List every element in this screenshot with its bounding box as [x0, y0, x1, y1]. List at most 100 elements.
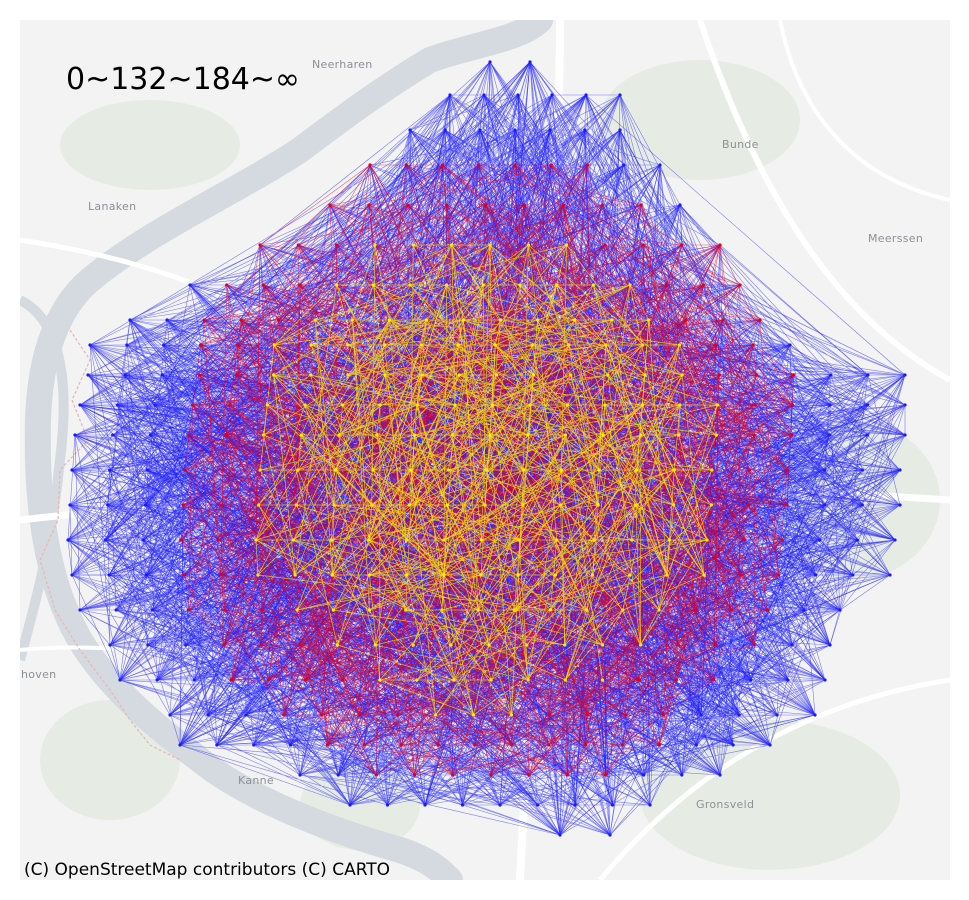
network-node: [488, 433, 492, 437]
network-node: [628, 573, 632, 577]
network-node: [622, 163, 626, 167]
network-node: [367, 538, 371, 542]
network-node: [526, 243, 530, 247]
network-node: [493, 343, 497, 347]
network-node: [436, 743, 440, 747]
network-node: [693, 608, 697, 612]
network-node: [678, 203, 682, 207]
place-lanaken: Lanaken: [88, 200, 136, 213]
network-node: [791, 373, 796, 377]
network-node: [865, 403, 870, 407]
network-node: [408, 128, 412, 132]
network-node: [482, 93, 486, 97]
network-node: [532, 373, 536, 377]
network-node: [186, 433, 190, 437]
network-node: [479, 573, 483, 577]
network-node: [597, 468, 601, 472]
network-node: [606, 373, 610, 377]
network-node: [471, 713, 476, 717]
network-node: [536, 318, 540, 322]
map-panel[interactable]: Neerharen Bunde Lanaken Meerssen hoven K…: [20, 20, 950, 880]
network-node: [530, 343, 534, 347]
network-node: [489, 773, 493, 777]
network-node: [547, 713, 552, 717]
network-node: [521, 503, 525, 507]
network-node: [337, 433, 341, 437]
network-node: [674, 678, 679, 682]
network-node: [405, 573, 409, 577]
network-node: [244, 713, 248, 717]
network-node: [822, 503, 827, 507]
network-node: [371, 468, 375, 472]
network-node: [424, 318, 429, 322]
network-node: [433, 713, 438, 717]
network-node: [583, 128, 587, 132]
network-node: [600, 203, 604, 207]
network-node: [608, 833, 612, 837]
network-node: [188, 283, 192, 287]
network-node: [548, 128, 552, 132]
network-node: [747, 503, 751, 507]
network-node: [584, 743, 588, 747]
network-node: [780, 538, 784, 542]
network-node: [661, 713, 665, 717]
network-node: [294, 503, 298, 507]
network-node: [409, 468, 413, 472]
network-node: [362, 743, 366, 747]
network-node: [481, 283, 485, 287]
network-node: [634, 468, 639, 472]
network-node: [851, 573, 855, 577]
network-node: [103, 538, 108, 542]
network-node: [585, 713, 589, 717]
network-node: [114, 608, 118, 612]
network-node: [330, 573, 334, 577]
network-node: [790, 643, 794, 647]
network-node: [262, 433, 266, 437]
network-node: [144, 573, 148, 577]
network-node: [276, 318, 280, 322]
network-node: [404, 608, 408, 612]
network-node: [709, 503, 713, 507]
network-node: [341, 678, 345, 682]
network-node: [411, 643, 415, 647]
network-node: [509, 713, 514, 717]
network-node: [373, 243, 377, 247]
network-node: [440, 608, 444, 612]
network-node: [297, 643, 302, 647]
network-node: [490, 403, 495, 407]
network-node: [555, 283, 559, 287]
network-node: [225, 283, 229, 287]
network-node: [754, 373, 759, 377]
network-node: [303, 403, 307, 407]
network-node: [737, 713, 741, 717]
network-node: [591, 283, 595, 287]
network-node: [282, 713, 286, 717]
network-node: [118, 678, 122, 682]
network-node: [411, 243, 415, 247]
network-node: [303, 678, 308, 682]
network-node: [219, 503, 223, 507]
network-node: [639, 433, 643, 437]
network-node: [141, 538, 145, 542]
network-node: [678, 403, 682, 407]
network-node: [181, 503, 185, 507]
network-node: [293, 573, 297, 577]
network-node: [143, 503, 148, 507]
network-node: [658, 163, 662, 167]
network-node: [768, 743, 772, 747]
network-node: [714, 643, 718, 647]
network-node: [549, 163, 553, 167]
network-node: [298, 773, 302, 777]
park-area: [60, 100, 240, 190]
network-node: [618, 128, 622, 132]
network-node: [494, 373, 499, 377]
network-node: [898, 468, 902, 472]
network-node: [680, 243, 684, 247]
network-node: [420, 373, 424, 377]
network-node: [291, 538, 296, 542]
network-node: [265, 403, 270, 407]
network-node: [785, 503, 789, 507]
network-node: [179, 538, 183, 542]
network-node: [788, 343, 792, 347]
